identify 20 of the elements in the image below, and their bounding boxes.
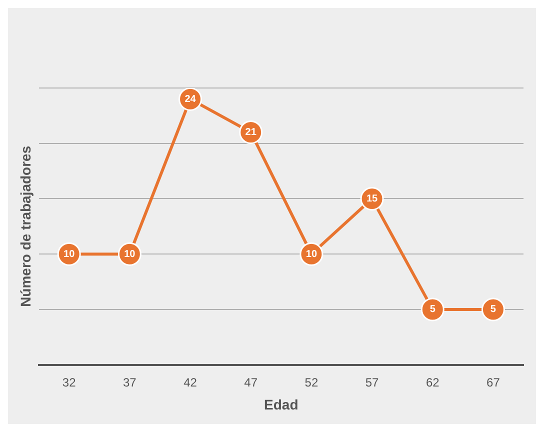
x-tick-label: 67 bbox=[486, 375, 500, 390]
data-label: 21 bbox=[245, 127, 257, 138]
y-axis-title: Número de trabajadores bbox=[17, 146, 34, 307]
data-label: 10 bbox=[64, 248, 76, 260]
data-label: 10 bbox=[306, 248, 318, 260]
data-label: 5 bbox=[430, 304, 436, 316]
data-label: 15 bbox=[366, 193, 378, 204]
point bbox=[420, 298, 444, 322]
x-tick-label: 57 bbox=[365, 375, 380, 390]
data-label: 10 bbox=[124, 248, 136, 260]
x-tick-label: 47 bbox=[244, 375, 258, 390]
x-axis-title: Edad bbox=[264, 396, 298, 412]
x-tick-label: 62 bbox=[426, 375, 440, 390]
x-tick-label: 37 bbox=[123, 375, 137, 390]
data-label: 24 bbox=[184, 94, 196, 105]
data-label: 5 bbox=[490, 304, 496, 316]
x-tick-label: 32 bbox=[62, 375, 76, 390]
x-tick-label: 52 bbox=[304, 375, 318, 390]
point bbox=[481, 298, 505, 322]
x-tick-label: 42 bbox=[184, 375, 198, 390]
